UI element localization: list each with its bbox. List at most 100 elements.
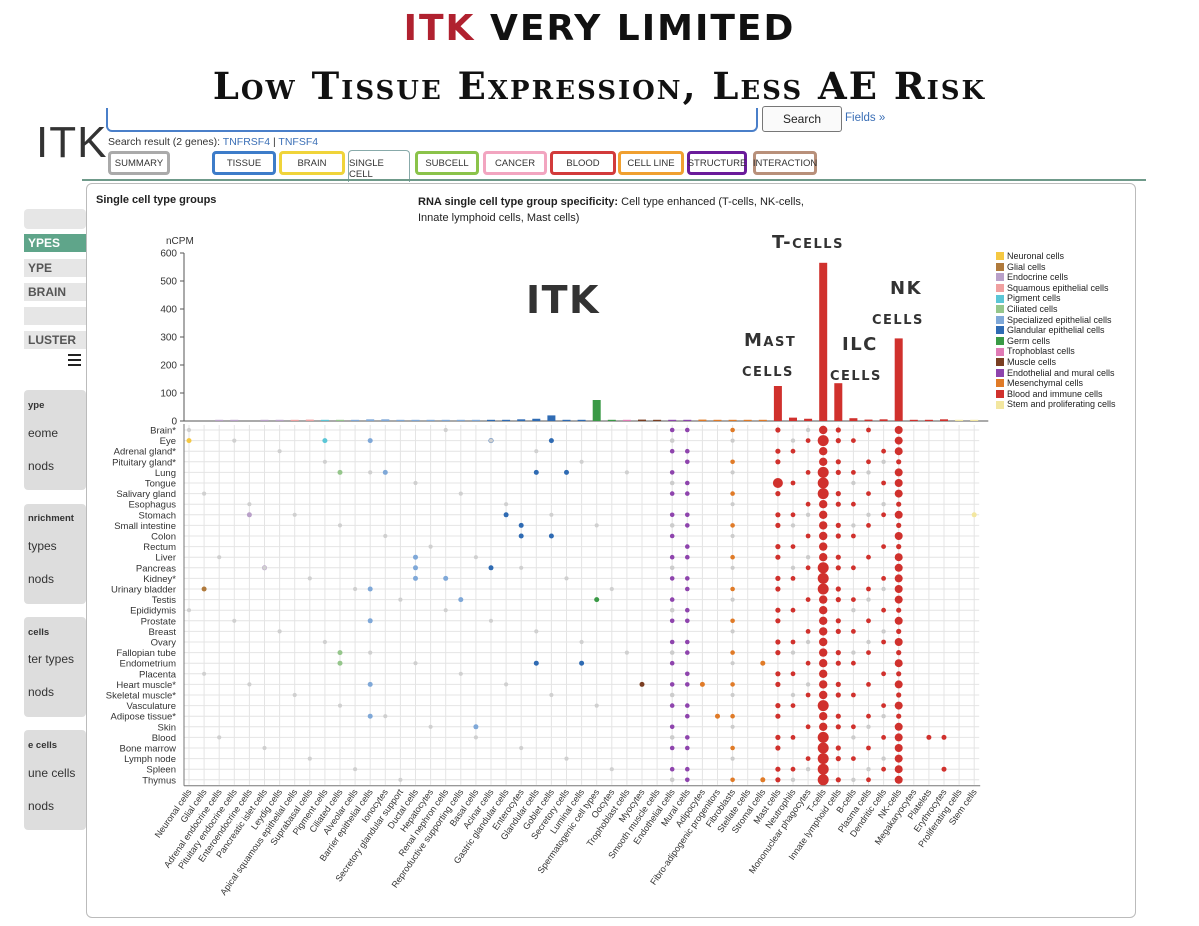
- legend-swatch: [996, 358, 1004, 367]
- tab-cell-line[interactable]: CELL LINE: [618, 151, 684, 175]
- dot-t-cells: [817, 435, 829, 447]
- dot-immune: [881, 766, 886, 772]
- search-result-gene-tnfrsf4[interactable]: TNFRSF4: [222, 136, 271, 148]
- tissue-label: Spleen: [146, 765, 176, 776]
- legend-item: Endocrine cells: [996, 272, 1116, 283]
- fields-link[interactable]: Fields »: [845, 112, 886, 124]
- tab-structure[interactable]: STRUCTURE: [687, 151, 747, 175]
- specificity-label: RNA single cell type group specificity:: [418, 196, 619, 208]
- dot-t-cells: [817, 562, 829, 574]
- tissue-label: Adipose tissue*: [111, 712, 177, 723]
- dot-low: [851, 480, 856, 486]
- sidebar-link-types[interactable]: types: [28, 539, 57, 553]
- dot-mast-cells: [775, 522, 781, 529]
- dot-endothelial: [669, 533, 675, 539]
- annotation-mast-1: Mast: [744, 330, 797, 351]
- dot-nk-cells: [894, 701, 903, 710]
- tab-tissue[interactable]: TISSUE: [212, 151, 276, 175]
- dot-endothelial: [669, 735, 675, 740]
- dot-celltype: [639, 681, 645, 687]
- dot-low: [488, 438, 494, 443]
- dot-nk-cells: [894, 489, 903, 498]
- dot-ilc: [835, 692, 841, 698]
- tab-brain[interactable]: BRAIN: [279, 151, 345, 175]
- dot-low: [730, 692, 735, 698]
- bar: [607, 419, 616, 421]
- tab-single-cell[interactable]: SINGLE CELL: [348, 150, 410, 182]
- dot-immune: [790, 607, 796, 613]
- sidebar-link-methods-2[interactable]: nods: [28, 572, 55, 586]
- chart-legend: Neuronal cells Glial cells Endocrine cells…: [996, 251, 1116, 410]
- dot-nk-cells: [896, 671, 902, 677]
- sidebar-item-brain[interactable]: BRAIN: [24, 283, 86, 301]
- dot-t-cells: [817, 763, 829, 775]
- tab-summary[interactable]: SUMMARY: [108, 151, 170, 175]
- dot-nk-cells: [894, 765, 903, 774]
- dot-ilc: [835, 756, 841, 762]
- legend-item: Ciliated cells: [996, 304, 1116, 315]
- sidebar-link-methods-3[interactable]: nods: [28, 685, 55, 699]
- dot-immune: [790, 766, 796, 772]
- sidebar-link-immune-cells[interactable]: une cells: [28, 766, 76, 780]
- bar: [336, 419, 344, 421]
- specificity-value: Cell type enhanced (T-cells, NK-cells, I…: [418, 196, 804, 224]
- dot-low: [564, 576, 569, 581]
- hamburger-icon[interactable]: [68, 354, 81, 366]
- dot-mast-cells: [775, 650, 781, 656]
- dot-mural: [685, 480, 690, 486]
- tab-subcell[interactable]: SUBCELL: [415, 151, 479, 175]
- dot-ilc: [835, 628, 841, 635]
- dot-immune: [790, 735, 796, 740]
- bar: [396, 419, 405, 421]
- dot-low: [337, 703, 343, 708]
- tab-blood[interactable]: BLOOD: [550, 151, 616, 175]
- dot-immune: [881, 480, 886, 486]
- tab-cancer[interactable]: CANCER: [483, 151, 547, 175]
- sidebar-item-cell-types[interactable]: YPES: [24, 234, 86, 252]
- bar: [215, 419, 224, 421]
- dot-endothelial: [669, 512, 675, 518]
- dot-mural: [685, 618, 690, 624]
- dot-fibroblast: [730, 586, 735, 592]
- dot-endothelial: [669, 597, 675, 602]
- search-result-gene-tnfsf4[interactable]: TNFSF4: [278, 136, 319, 148]
- dot-celltype: [926, 734, 932, 740]
- sidebar-item-blank[interactable]: [24, 307, 86, 325]
- dot-immune: [851, 438, 856, 443]
- tissue-label: Breast: [149, 627, 177, 638]
- dot-t-cells: [819, 595, 828, 604]
- dot-mural: [685, 544, 690, 549]
- dot-immune: [805, 724, 811, 730]
- tissue-label: Brain*: [150, 426, 176, 437]
- dot-ilc: [835, 459, 841, 465]
- tab-interaction[interactable]: INTERACTION: [753, 151, 817, 175]
- dot-low: [232, 438, 237, 443]
- dot-nk-cells: [896, 650, 902, 656]
- dot-immune: [851, 660, 856, 666]
- legend-swatch: [996, 379, 1004, 388]
- dot-fibroblast: [730, 777, 735, 783]
- legend-swatch: [996, 390, 1004, 399]
- dot-immune: [881, 544, 886, 549]
- sidebar-link-methods-4[interactable]: nods: [28, 799, 55, 813]
- dot-endothelial: [669, 491, 675, 496]
- dot-low: [353, 586, 358, 592]
- sidebar-item-cell-type[interactable]: YPE: [24, 259, 86, 277]
- dot-mural: [685, 554, 690, 560]
- sidebar-link-proteome[interactable]: eome: [28, 426, 59, 440]
- sidebar-link-methods-1[interactable]: nods: [28, 459, 55, 473]
- search-button[interactable]: Search: [762, 106, 842, 132]
- sidebar-link-cluster-types[interactable]: ter types: [28, 652, 75, 666]
- tissue-label: Tongue: [145, 479, 176, 490]
- dot-ilc: [835, 522, 841, 529]
- annotation-ilc-1: ILC: [842, 334, 878, 355]
- search-input[interactable]: [106, 108, 758, 132]
- dot-immune: [805, 501, 811, 507]
- sidebar-item-cluster[interactable]: LUSTER: [24, 331, 86, 349]
- dot-low: [519, 745, 524, 751]
- legend-swatch: [996, 337, 1004, 346]
- dot-ilc: [835, 777, 841, 783]
- legend-item: Squamous epithelial cells: [996, 283, 1116, 294]
- sidebar-top-item[interactable]: [24, 209, 86, 229]
- dot-low: [730, 565, 735, 570]
